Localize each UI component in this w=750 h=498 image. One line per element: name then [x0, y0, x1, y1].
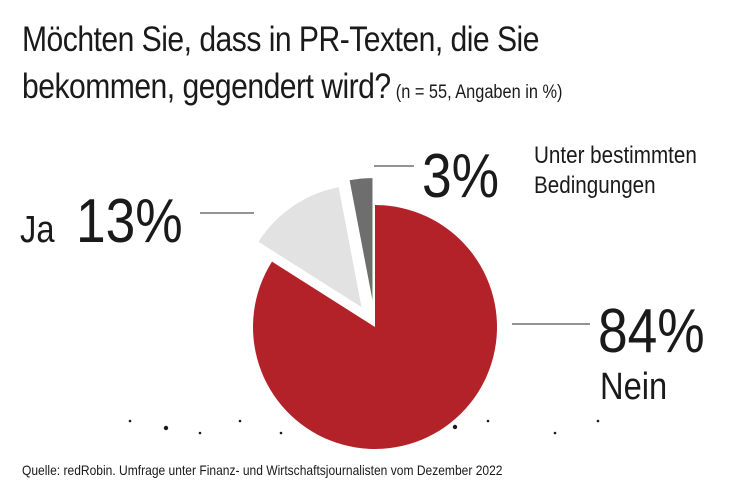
decorative-dot — [163, 425, 169, 431]
chart-title-text: Möchten Sie, dass in PR-Texten, die Sie … — [22, 20, 539, 106]
decorative-dot — [452, 424, 458, 430]
value-label-nein: 84% — [598, 297, 705, 366]
decorative-dot — [596, 419, 600, 423]
category-label-ja: Ja — [20, 208, 55, 251]
category-label-conditional: Unter bestimmten Bedingungen — [534, 142, 703, 199]
value-label-conditional: 3% — [422, 142, 499, 211]
decorative-dot — [279, 431, 283, 435]
pie-slice-nein — [253, 204, 498, 449]
pie-slice-unter-bestimmten-bedingungen — [349, 178, 373, 301]
decorative-dot — [128, 419, 132, 423]
decorative-dot — [238, 419, 242, 423]
decorative-dots — [128, 419, 600, 435]
source-note: Quelle: redRobin. Umfrage unter Finanz- … — [22, 462, 503, 478]
chart-title: Möchten Sie, dass in PR-Texten, die Sie … — [22, 16, 641, 116]
value-label-ja: 13% — [76, 187, 183, 256]
pie-slices — [253, 178, 498, 449]
chart-subtitle: (n = 55, Angaben in %) — [395, 82, 563, 103]
pie-slice-ja — [258, 187, 362, 308]
category-label-nein: Nein — [600, 365, 667, 408]
decorative-dot — [553, 431, 557, 435]
decorative-dot — [198, 431, 202, 435]
decorative-dot — [486, 419, 490, 423]
